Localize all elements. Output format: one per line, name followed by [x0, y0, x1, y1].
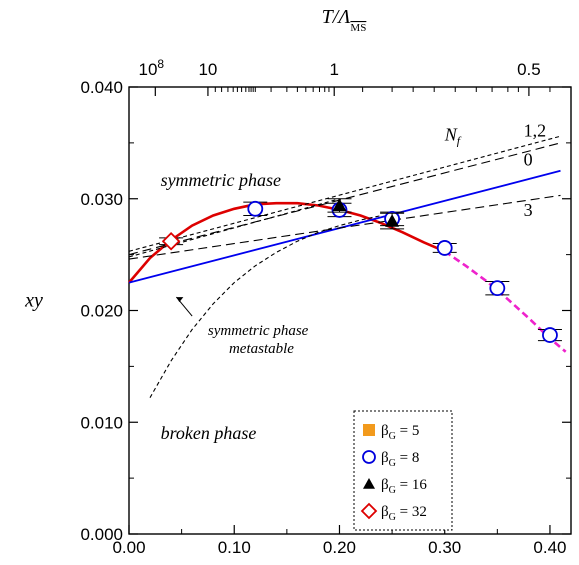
top-tick-label: 0.5 [517, 60, 541, 79]
annotation-broken-phase: broken phase [161, 423, 257, 443]
annotation-metastable-line2: metastable [229, 341, 294, 357]
data-points-group [159, 198, 562, 343]
legend-label: βG = 5 [381, 423, 419, 442]
y-tick-label: 0.010 [80, 413, 123, 432]
x-tick-label: 0.10 [218, 538, 251, 557]
annotation-nf-0: 0 [524, 150, 533, 170]
y-tick-label: 0.000 [80, 525, 123, 544]
legend-marker-square [363, 424, 375, 436]
data-point-circle [542, 327, 558, 343]
annotation-metastable-line1: symmetric phase [208, 323, 309, 339]
curve-nf3 [128, 194, 561, 260]
data-point-triangle [385, 214, 400, 227]
legend-label: βG = 16 [381, 477, 427, 496]
curve-extra-short-1 [128, 198, 340, 258]
top-tick-label: 10 [198, 60, 217, 79]
data-point-circle [436, 240, 453, 256]
data-point-diamond [161, 231, 181, 251]
x-tick-label: 0.00 [112, 538, 145, 557]
labels-group: 0.00 0.10 0.20 0.30 0.40 0.000 0.010 0.020 0.030… [24, 6, 566, 557]
data-point-circle [247, 200, 264, 217]
y-tick-label: 0.030 [80, 190, 123, 209]
plot-frame-group [128, 86, 572, 535]
annotation-nf: Nf [444, 125, 462, 148]
legend: βG = 5 βG = 8 βG = 16 βG = 32 [353, 410, 453, 531]
x-tick-label: 0.20 [323, 538, 356, 557]
x-tick-label: 0.40 [533, 538, 566, 557]
top-tick-label: 1 [329, 60, 338, 79]
data-point-circle [489, 280, 506, 297]
legend-marker-circle [362, 450, 376, 464]
legend-label: βG = 32 [381, 504, 427, 523]
annotation-symmetric-phase: symmetric phase [161, 170, 281, 190]
y-axis-title: xy [24, 290, 43, 312]
top-axis-title: T/ΛMS [322, 6, 367, 34]
arrow-head [176, 297, 184, 303]
data-point-triangle [332, 198, 347, 212]
annotation-nf-1-2: 1,2 [524, 121, 547, 141]
legend-label: βG = 8 [381, 450, 419, 469]
annotation-nf-3: 3 [524, 200, 533, 220]
x-tick-label: 0.30 [428, 538, 461, 557]
legend-marker-diamond [360, 502, 378, 520]
top-tick-label: 108 [139, 57, 165, 79]
legend-marker-triangle [363, 478, 375, 489]
y-tick-label: 0.040 [80, 78, 123, 97]
y-tick-label: 0.020 [80, 302, 123, 321]
curve-nf12-a [128, 142, 561, 256]
curve-metastable [149, 214, 382, 398]
curve-nf12-b [128, 135, 561, 252]
plot-frame [128, 86, 572, 535]
